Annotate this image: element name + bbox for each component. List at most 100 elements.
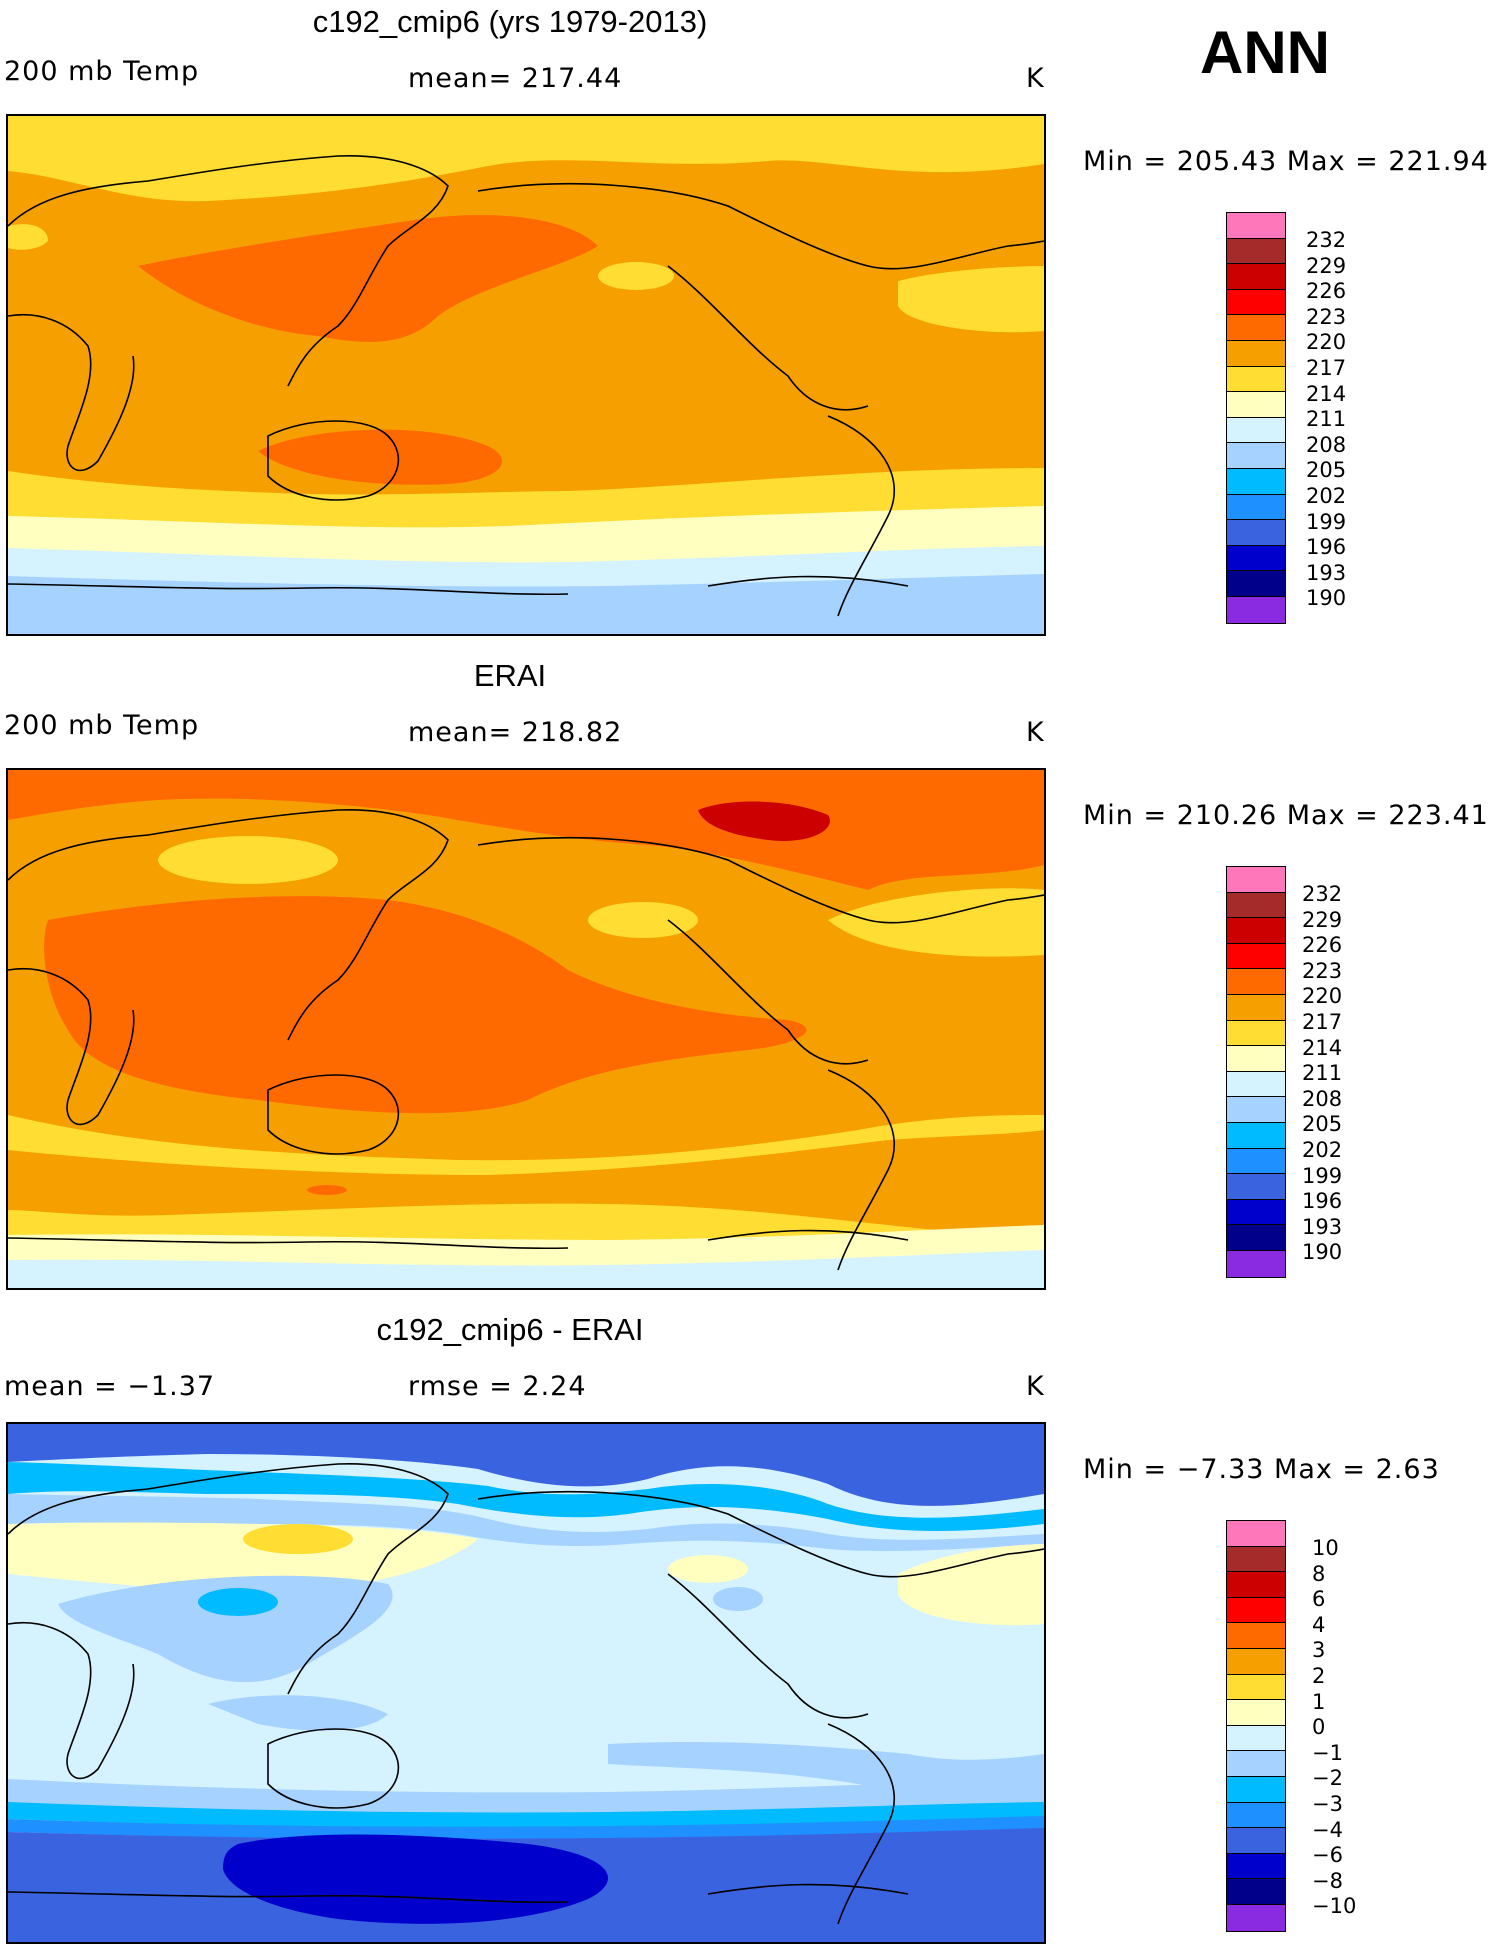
panel-left-label-obs: 200 mb Temp [4,710,200,741]
field-npac-0 [668,1555,748,1583]
field-maritime-m2 [208,1695,388,1731]
field-arctic-m2 [8,1494,1044,1552]
colorbar-tick-label: 196 [1302,1189,1343,1214]
colorbar-tick-label: 220 [1302,984,1343,1009]
colorbar-tick-label: 229 [1306,253,1347,278]
colorbar-swatch [1227,443,1285,469]
colorbar-swatch [1227,392,1285,418]
panel-mean-diff: mean = −1.37 [4,1371,216,1402]
colorbar-tick-label: 232 [1306,228,1347,252]
colorbar-swatch [1227,520,1285,546]
panel-mean-label-obs: mean= 218.82 [408,717,623,748]
colorbar-swatch [1227,264,1285,290]
field-siberia-223 [698,801,830,841]
field-npac-blob-214 [598,262,674,290]
colorbar-swatch [1227,1225,1285,1251]
colorbar-swatch [1227,994,1285,1021]
panel-minmax-diff: Min = −7.33 Max = 2.63 [1083,1454,1440,1485]
colorbar-swatch [1227,1122,1285,1149]
field-nh-0 [8,1522,478,1591]
coastlines-model [8,154,1044,617]
colorbar-tick-label: 6 [1312,1587,1326,1612]
field-south-m4a [8,1816,1044,1841]
colorbar-swatch [1227,1776,1285,1803]
colorbar-swatch [1227,1174,1285,1200]
colorbar-tick-label: 1 [1312,1689,1326,1714]
colorbar-tick-label: 193 [1302,1214,1343,1239]
colorbar-swatch [1227,1546,1285,1573]
field-npac-214 [588,902,698,938]
colorbar-tick-label: 202 [1302,1137,1343,1162]
field-eatl-214 [8,224,48,250]
panel-unit-obs: K [1026,717,1045,748]
panel-rmse-diff: rmse = 2.24 [408,1371,587,1402]
colorbar-tick-label: −4 [1312,1817,1343,1842]
colorbar-swatch [1227,315,1285,341]
colorbar-tick-label: 190 [1302,1240,1343,1265]
colorbar-swatch [1227,1725,1285,1752]
colorbar-tick-label: 199 [1306,509,1347,534]
colorbar-swatch [1227,1597,1285,1624]
colorbar-swatch [1227,969,1285,995]
field-natl-0 [898,1544,1044,1626]
colorbar-tick-label: 205 [1306,458,1347,483]
colorbar-swatch [1227,1751,1285,1777]
colorbar-tick-label: 193 [1306,560,1347,585]
panel-minmax-model: Min = 205.43 Max = 221.94 [1083,146,1489,177]
field-australia-220 [258,429,503,485]
field-top-220 [8,770,1044,890]
coastlines-diff [8,1462,1044,1925]
colorbar-swatch [1227,417,1285,444]
field-asia-m3 [198,1588,278,1616]
colorbar-swatch [1227,1020,1285,1047]
colorbar-swatch [1227,892,1285,919]
colorbar-tick-label: 223 [1302,958,1343,983]
colorbar-swatch [1227,1674,1285,1701]
colorbar-tick-label: 211 [1302,1061,1343,1086]
colorbar-swatch [1227,1802,1285,1829]
map-diff [6,1422,1046,1944]
colorbar-labels-obs: 232 229 226 223 220 217 214 211 208 205 202 199 196 1… [1302,882,1342,1266]
colorbar-swatch [1227,1148,1285,1175]
colorbar-tick-label: 4 [1312,1612,1326,1637]
colorbar-tick-label: 214 [1306,381,1347,406]
colorbar-tick-label: 190 [1306,586,1347,611]
field-eurasia-214 [158,836,338,884]
colorbar-tick-label: −6 [1312,1843,1343,1868]
map-obs-field [8,770,1044,1288]
colorbar-swatch [1227,1648,1285,1675]
colorbar-tick-label: 226 [1306,279,1347,304]
colorbar-tick-label: 211 [1306,407,1347,432]
colorbar-tick-label: 199 [1302,1163,1343,1188]
colorbar-tick-label: 202 [1306,483,1347,508]
colorbar-swatch [1227,1700,1285,1726]
colorbar-tick-label: 208 [1302,1086,1343,1111]
colorbar-labels-model: 232 229 226 223 220 217 214 211 208 205 202 199 196 1… [1306,228,1346,612]
colorbar-swatch [1227,1879,1285,1905]
field-amer-m2 [713,1587,763,1611]
panel-title-diff: c192_cmip6 - ERAI [376,1312,644,1347]
panel-title-model: c192_cmip6 (yrs 1979-2013) [312,4,708,39]
colorbar-tick-label: −8 [1312,1868,1343,1893]
colorbar-swatch [1227,918,1285,944]
colorbar-model [1226,212,1286,624]
colorbar-swatch [1227,1250,1285,1277]
colorbar-tick-label: −10 [1312,1894,1357,1919]
colorbar-swatch [1227,289,1285,316]
field-south-m2 [8,1779,1044,1815]
field-natl-214 [898,266,1044,333]
colorbar-swatch [1227,1521,1285,1547]
colorbar-tick-label: −1 [1312,1740,1343,1765]
colorbar-tick-label: 8 [1312,1561,1326,1586]
colorbar-swatch [1227,494,1285,521]
season-label: ANN [1200,19,1330,86]
colorbar-tick-label: 217 [1306,355,1347,380]
colorbar-swatch [1227,238,1285,265]
field-south-217 [8,1130,1044,1240]
colorbar-swatch [1227,1046,1285,1072]
colorbar-tick-label: 205 [1302,1112,1343,1137]
field-asia-220 [138,214,598,342]
field-asia-1 [243,1524,353,1554]
colorbar-swatch [1227,596,1285,623]
colorbar-swatch [1227,1071,1285,1098]
